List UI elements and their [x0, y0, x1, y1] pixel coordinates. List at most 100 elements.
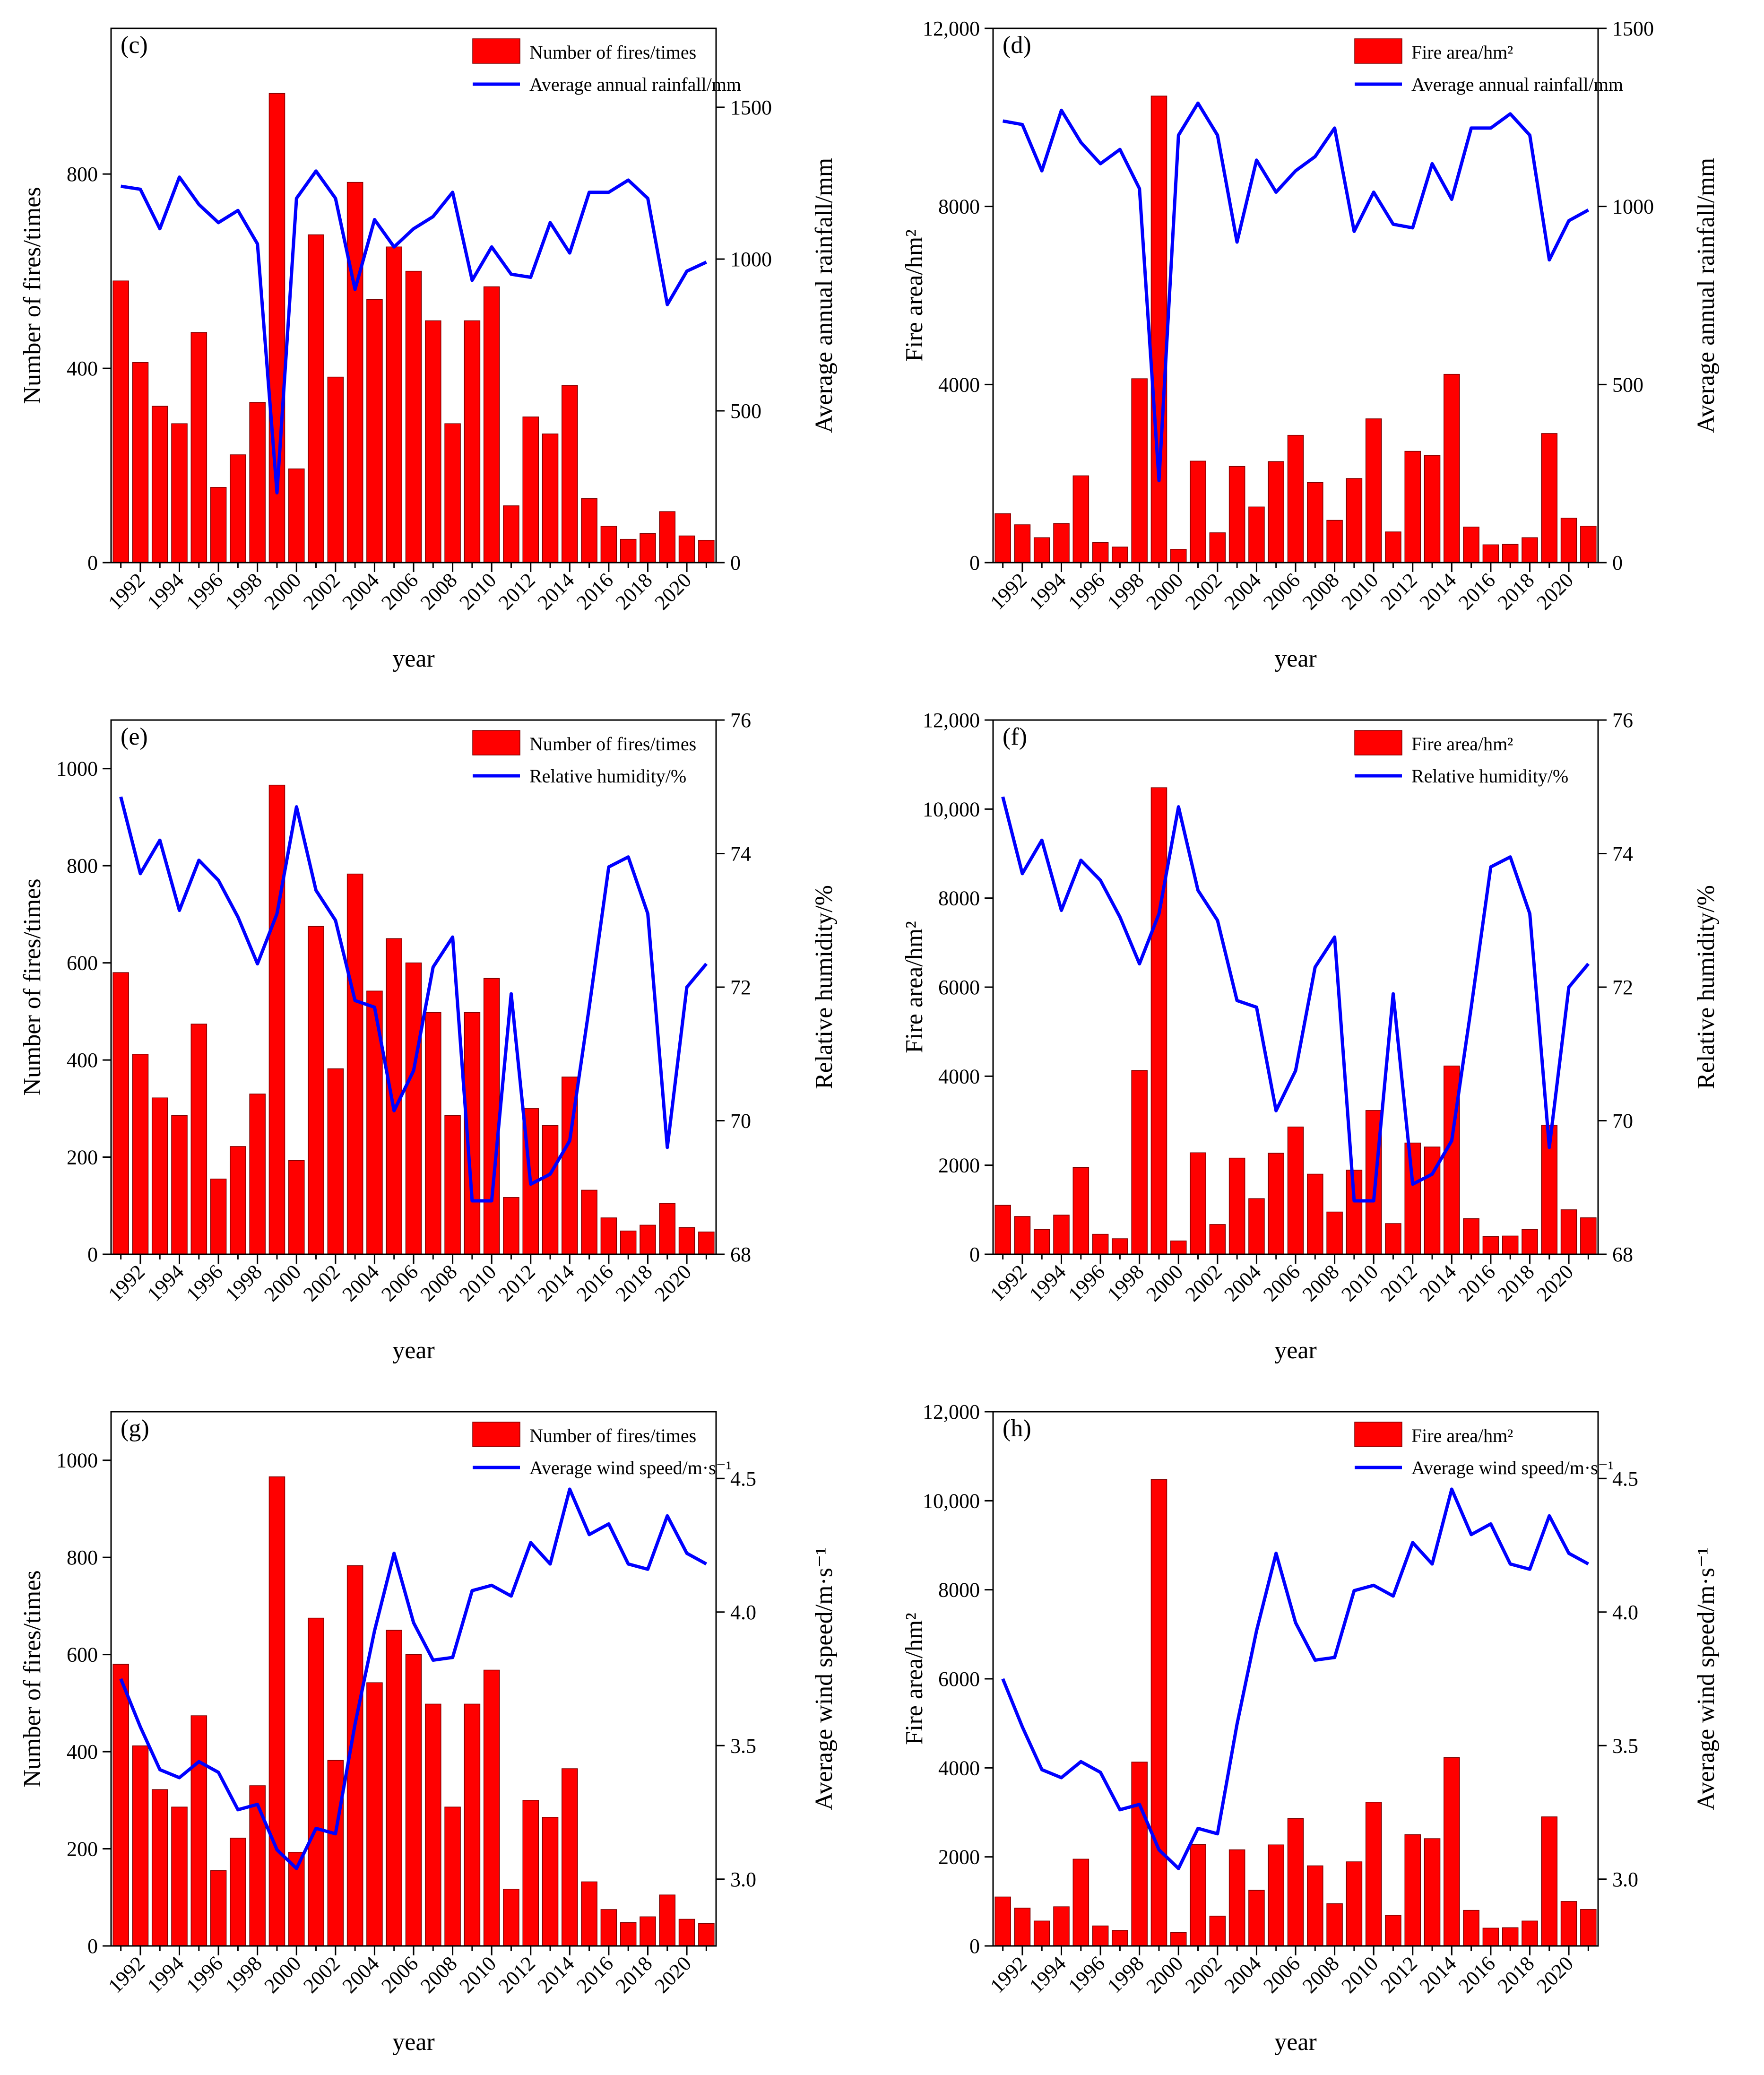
x-tick-label: 1992	[986, 1952, 1031, 1997]
y-tick-label: 0	[969, 551, 980, 574]
bar-2021	[698, 1231, 715, 1255]
y-tick-label: 12,000	[923, 17, 980, 40]
bar-series	[112, 93, 715, 563]
legend: Fire area/hm² Relative humidity/%	[1354, 730, 1568, 787]
bar-2006	[1287, 434, 1304, 563]
bar-2001	[308, 234, 324, 563]
x-tick-label: 1994	[1025, 1952, 1071, 1997]
bar-2008	[1326, 520, 1343, 563]
bar-2016	[600, 1217, 617, 1255]
y-axis-title: Fire area/hm²	[901, 921, 928, 1053]
bar-1996	[1092, 1233, 1109, 1255]
panel-label: (c)	[121, 32, 148, 59]
bar-1993	[151, 1097, 168, 1255]
bar-2018	[1522, 1229, 1538, 1255]
y2-tick-label: 76	[730, 709, 751, 732]
bar-2001	[1190, 1844, 1206, 1946]
bar-1994	[171, 1806, 188, 1946]
x-axis-title: year	[1274, 2029, 1316, 2056]
x-tick-label: 2004	[338, 1260, 384, 1306]
x-tick-label: 1992	[986, 1260, 1031, 1306]
bar-2020	[1560, 1209, 1577, 1255]
bar-2011	[1385, 531, 1401, 563]
bar-2002	[327, 376, 344, 563]
y-tick-label: 12,000	[923, 709, 980, 732]
x-tick-label: 2000	[1141, 568, 1187, 614]
bar-2008	[444, 423, 461, 563]
x-tick-label: 2000	[1141, 1260, 1187, 1306]
x-axis-title: year	[1274, 1337, 1316, 1364]
y-tick-label: 400	[67, 1049, 98, 1072]
x-tick-label: 2004	[1220, 1260, 1266, 1306]
y-axis-title: Number of fires/times	[19, 1570, 46, 1787]
bar-1992	[1014, 1216, 1031, 1255]
x-tick-label: 2002	[1181, 1260, 1227, 1306]
y2-tick-label: 1000	[730, 248, 772, 271]
legend-line-label: Relative humidity/%	[1411, 765, 1568, 787]
x-tick-label: 2008	[1298, 1260, 1344, 1306]
x-tick-label: 2006	[1259, 1260, 1305, 1306]
y-tick-label: 2000	[938, 1154, 980, 1177]
bar-2008	[1326, 1903, 1343, 1946]
bar-2004	[1248, 1890, 1265, 1946]
y-tick-label: 800	[67, 1546, 98, 1569]
bar-1997	[1112, 1238, 1128, 1255]
y2-tick-label: 72	[1612, 976, 1633, 999]
bar-2019	[659, 1203, 676, 1255]
x-tick-label: 1998	[221, 568, 267, 614]
chart-g: 020040060080010003.03.54.04.519921994199…	[19, 1411, 838, 2056]
y-tick-label: 600	[67, 952, 98, 975]
bar-2020	[678, 535, 695, 563]
y-tick-label: 10,000	[923, 798, 980, 821]
bar-2014	[562, 1768, 578, 1946]
bar-1999	[268, 1476, 285, 1946]
legend-line-label: Average wind speed/m·s⁻¹	[1411, 1457, 1614, 1478]
bar-2019	[659, 511, 676, 563]
x-tick-label: 1994	[1025, 568, 1071, 614]
y2-tick-label: 70	[730, 1110, 751, 1133]
y-tick-label: 0	[87, 1935, 98, 1958]
bar-1998	[249, 1094, 266, 1255]
bar-2017	[620, 1230, 637, 1255]
bar-2017	[1502, 1235, 1519, 1255]
chart-d: 0 4000 8000 12,000 0 500 1000 1500 1992199419961…	[901, 17, 1720, 672]
y-tick-label: 400	[67, 357, 98, 380]
x-tick-label: 2016	[572, 1260, 618, 1306]
bar-2005	[1268, 461, 1284, 563]
y2-axis-title: Average wind speed/m·s⁻¹	[1693, 1547, 1720, 1810]
y2-tick-label: 4.0	[730, 1601, 756, 1624]
panel-g: 0 200 400 600 800 1000 3.0 3.5 4.0 4.5 1992 1994 199…	[0, 1383, 882, 2075]
bar-1996	[1092, 1925, 1109, 1946]
x-tick-label: 1994	[143, 568, 189, 614]
y2-axis-title: Average annual rainfall/mm	[1693, 158, 1720, 433]
x-tick-label: 2014	[1415, 1260, 1461, 1306]
x-tick-label: 2002	[1181, 1952, 1227, 1997]
bar-2013	[542, 434, 559, 563]
y2-tick-label: 1000	[1612, 195, 1654, 218]
x-axis-title: year	[392, 1337, 434, 1364]
bar-2021	[1580, 526, 1597, 563]
bar-series	[994, 787, 1597, 1255]
x-tick-label: 2006	[1259, 568, 1305, 614]
y2-tick-label: 74	[730, 842, 751, 866]
bar-2006	[405, 270, 422, 563]
bar-series	[994, 1479, 1597, 1946]
x-tick-label: 2012	[1376, 1260, 1422, 1306]
bar-2005	[1268, 1844, 1284, 1946]
y-tick-label: 6000	[938, 1667, 980, 1691]
x-tick-label: 2002	[299, 1952, 345, 1997]
x-tick-label: 2016	[572, 1952, 618, 1997]
y-tick-label: 8000	[938, 887, 980, 910]
bar-2000	[1170, 1241, 1187, 1255]
y-tick-label: 1000	[56, 757, 98, 781]
x-tick-label: 2010	[1337, 1952, 1383, 1997]
bar-2018	[1522, 537, 1538, 563]
x-tick-label: 2018	[1493, 1952, 1539, 1997]
bar-2004	[366, 299, 383, 563]
y2-tick-label: 500	[1612, 373, 1643, 396]
y-axis-title: Fire area/hm²	[901, 1613, 928, 1745]
bar-2000	[1170, 549, 1187, 563]
bar-2004	[366, 1682, 383, 1946]
bar-1994	[1053, 1215, 1070, 1255]
bar-2017	[620, 1922, 637, 1946]
